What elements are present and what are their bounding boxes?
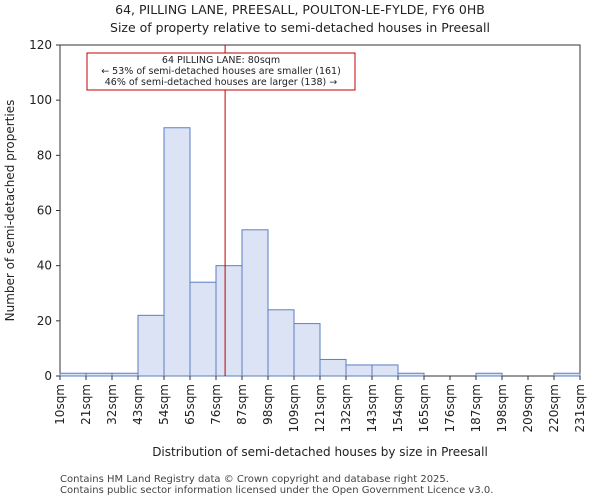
x-tick-label: 209sqm (521, 384, 535, 432)
y-tick-label: 120 (29, 38, 52, 52)
y-tick-label: 20 (37, 314, 52, 328)
x-tick-label: 165sqm (417, 384, 431, 432)
x-tick-label: 121sqm (313, 384, 327, 432)
x-tick-label: 187sqm (469, 384, 483, 432)
histogram-bar (59, 372, 87, 377)
x-tick-label: 143sqm (365, 384, 379, 432)
histogram-bar (85, 372, 113, 377)
x-tick-label: 21sqm (79, 384, 93, 425)
x-tick-label: 65sqm (183, 384, 197, 425)
histogram-bar (111, 372, 139, 377)
histogram-bar (319, 358, 347, 377)
footer-licence: Contains public sector information licen… (60, 485, 494, 496)
annotation-line: ← 53% of semi-detached houses are smalle… (101, 66, 341, 77)
annotation-line: 64 PILLING LANE: 80sqm (162, 55, 280, 66)
chart-subtitle: Size of property relative to semi-detach… (110, 20, 490, 35)
y-tick-label: 100 (29, 93, 52, 107)
histogram-bar (371, 364, 399, 377)
x-tick-label: 176sqm (443, 384, 457, 432)
histogram-bar (553, 372, 581, 377)
histogram-bar (345, 364, 373, 377)
chart-title: 64, PILLING LANE, PREESALL, POULTON-LE-F… (115, 2, 485, 17)
x-tick-label: 198sqm (495, 384, 509, 432)
x-tick-label: 76sqm (209, 384, 223, 425)
y-axis-label: Number of semi-detached properties (3, 100, 17, 322)
histogram-bar (475, 372, 503, 377)
y-tick-label: 0 (44, 369, 52, 383)
x-tick-label: 10sqm (53, 384, 67, 425)
x-tick-label: 231sqm (573, 384, 587, 432)
x-tick-label: 220sqm (547, 384, 561, 432)
y-tick-label: 40 (37, 259, 52, 273)
annotation-line: 46% of semi-detached houses are larger (… (105, 77, 338, 88)
histogram-bar (189, 281, 217, 377)
x-tick-label: 54sqm (157, 384, 171, 425)
x-tick-label: 43sqm (131, 384, 145, 425)
footer-copyright: Contains HM Land Registry data © Crown c… (60, 474, 449, 485)
histogram-bar (163, 127, 191, 377)
histogram-bar (215, 265, 243, 377)
x-axis-label: Distribution of semi-detached houses by … (152, 445, 488, 459)
annotation-box (86, 52, 356, 91)
histogram-bar (397, 372, 425, 377)
histogram-bar (241, 229, 269, 377)
x-tick-label: 109sqm (287, 384, 301, 432)
x-tick-label: 87sqm (235, 384, 249, 425)
x-tick-label: 154sqm (391, 384, 405, 432)
x-tick-label: 132sqm (339, 384, 353, 432)
x-tick-label: 98sqm (261, 384, 275, 425)
x-tick-label: 32sqm (105, 384, 119, 425)
y-tick-label: 80 (37, 148, 52, 162)
y-tick-label: 60 (37, 204, 52, 218)
histogram-bar (267, 309, 295, 377)
histogram-bar (293, 323, 321, 377)
histogram-bar (137, 314, 165, 377)
